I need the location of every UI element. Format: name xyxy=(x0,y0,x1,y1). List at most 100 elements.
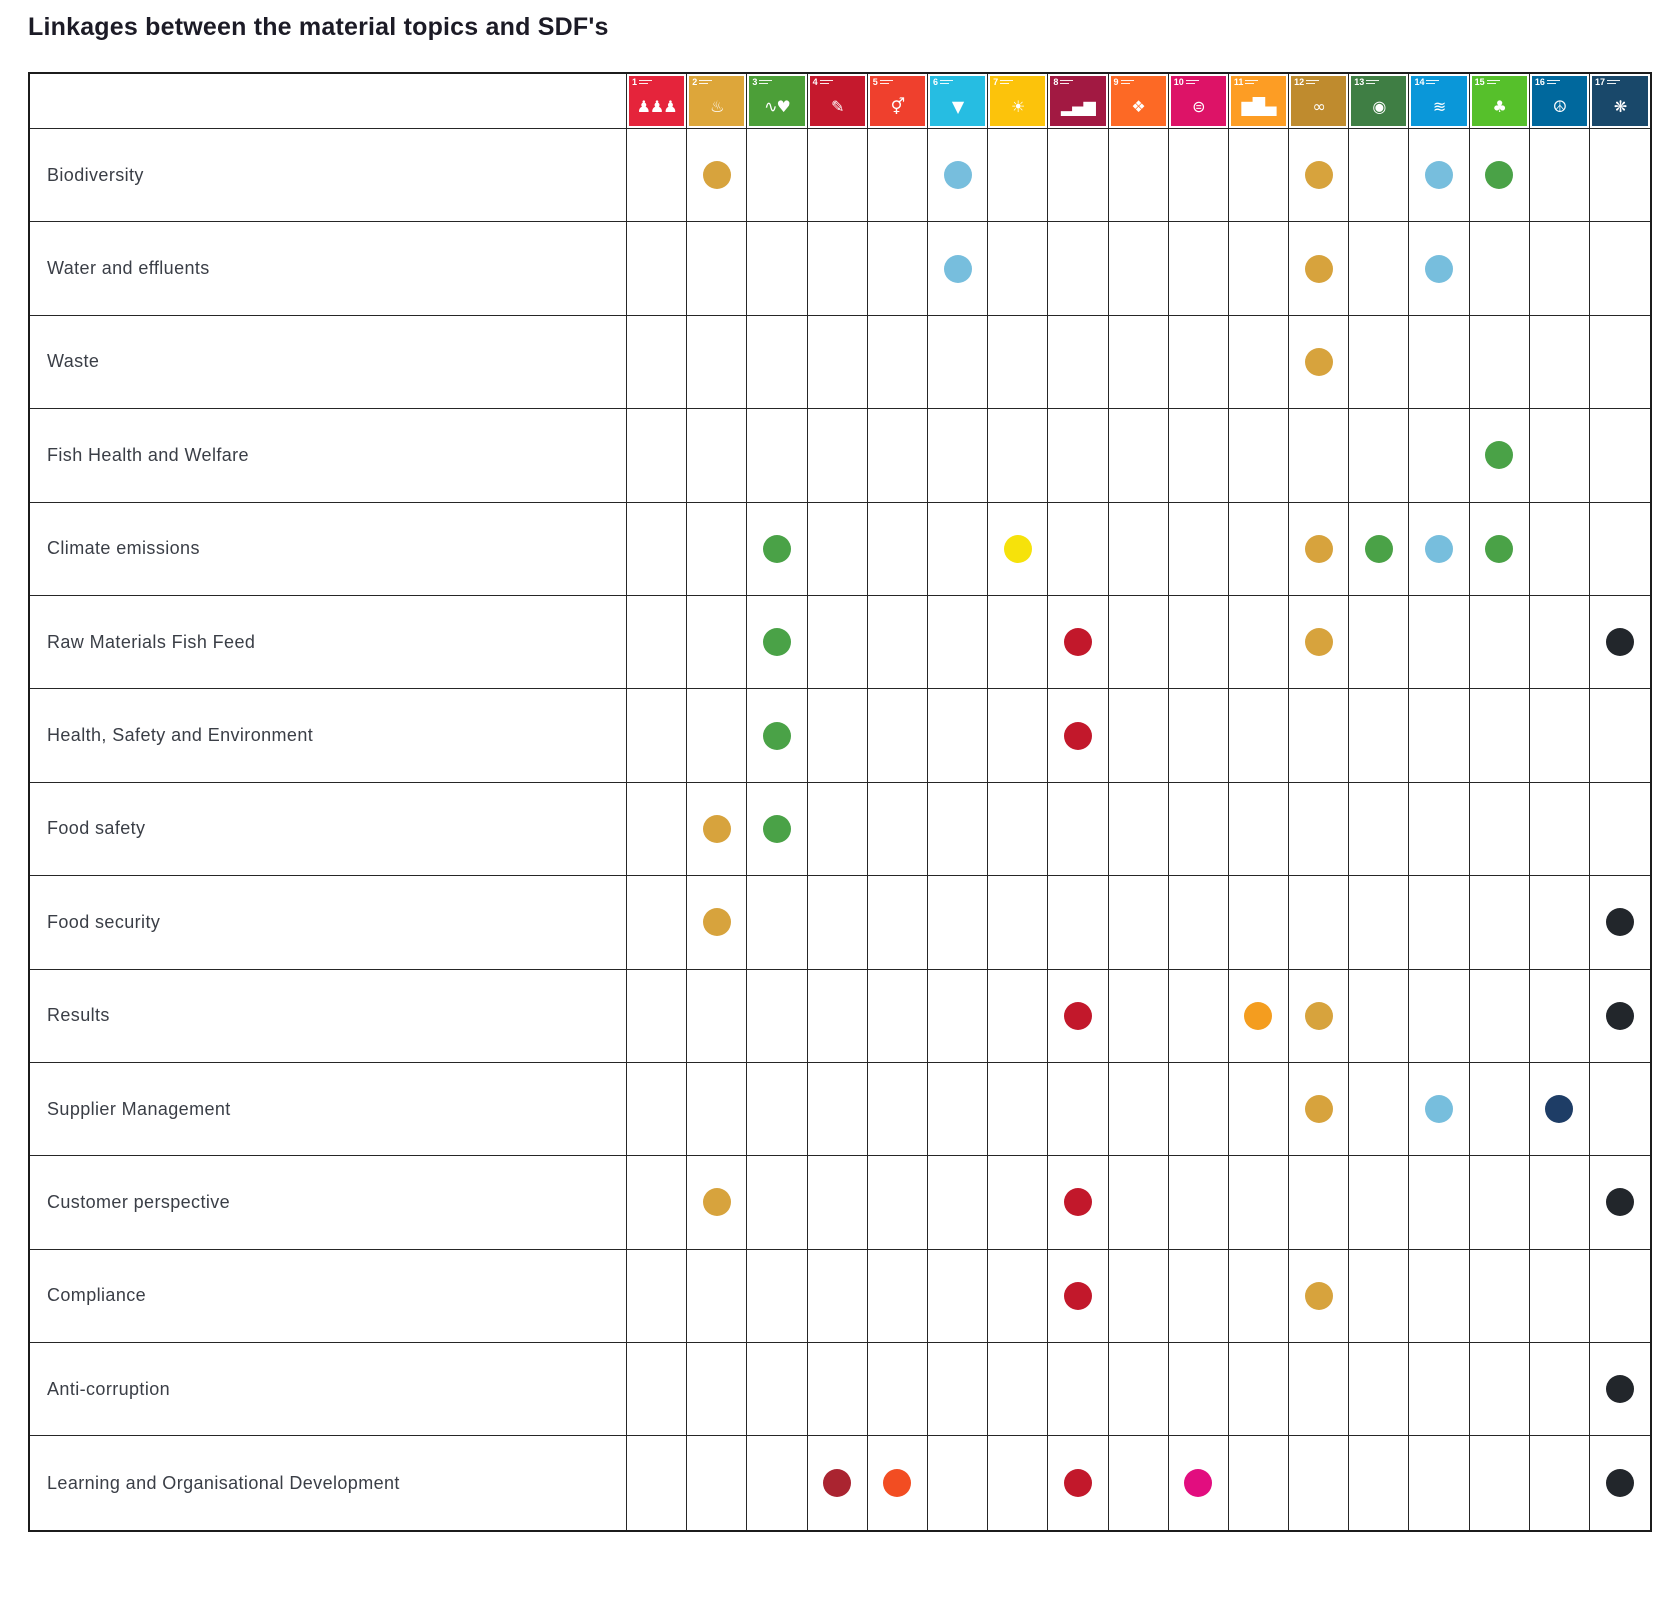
cell-anti-corruption-sdg-17 xyxy=(1590,1343,1651,1437)
cell-climate-emissions-sdg-2 xyxy=(687,502,748,596)
cell-food-safety-sdg-15 xyxy=(1469,782,1530,877)
cell-supplier-management-sdg-2 xyxy=(687,1062,748,1157)
linkage-dot-sdg-12 xyxy=(1304,254,1333,283)
cell-food-safety-sdg-3 xyxy=(747,782,808,877)
cell-raw-materials-fish-feed-sdg-16 xyxy=(1529,595,1590,690)
cell-customer-perspective-sdg-6 xyxy=(927,1156,989,1250)
linkage-dot-sdg-7 xyxy=(1003,534,1032,563)
sdg-title-text-lines xyxy=(938,78,953,84)
cell-compliance-sdg-8 xyxy=(1048,1249,1109,1344)
cell-learning-and-organisational-development-sdg-14 xyxy=(1409,1436,1470,1530)
cell-waste-sdg-2 xyxy=(687,315,748,410)
cell-climate-emissions-sdg-5 xyxy=(867,502,928,596)
row-label-cell: Compliance xyxy=(30,1249,627,1344)
corner-cell xyxy=(30,74,627,129)
linkage-dot-sdg-12 xyxy=(1304,347,1333,376)
cell-climate-emissions-sdg-16 xyxy=(1529,502,1590,596)
sdg-tile-header: 5 xyxy=(870,76,925,91)
sdg-tile-header: 2 xyxy=(689,76,744,91)
life-below-water-pictogram-icon: ≋ xyxy=(1432,97,1446,116)
sdg-tile-header: 12 xyxy=(1291,76,1346,91)
cell-biodiversity-sdg-1 xyxy=(627,129,688,223)
cell-anti-corruption-sdg-11 xyxy=(1228,1343,1290,1437)
cell-learning-and-organisational-development-sdg-16 xyxy=(1530,1436,1590,1530)
sdg-title-text-lines xyxy=(1119,78,1134,84)
cell-compliance-sdg-14 xyxy=(1409,1249,1470,1344)
cell-supplier-management-sdg-10 xyxy=(1168,1062,1229,1157)
cell-water-and-effluents-sdg-13 xyxy=(1349,222,1410,316)
cell-compliance-sdg-9 xyxy=(1108,1249,1169,1344)
cell-customer-perspective-sdg-11 xyxy=(1228,1156,1290,1250)
sdg-number: 12 xyxy=(1294,77,1305,87)
cell-waste-sdg-7 xyxy=(988,315,1049,410)
sdg-14-life-below-water-icon: 14 ≋ xyxy=(1411,76,1467,126)
linkage-dot-sdg-15 xyxy=(1485,441,1514,470)
material-topic-label: Results xyxy=(47,1005,110,1026)
cell-climate-emissions-sdg-6 xyxy=(927,502,989,596)
no-poverty-pictogram-icon: ♟♟♟ xyxy=(636,97,678,116)
cell-supplier-management-sdg-14 xyxy=(1409,1062,1470,1157)
sdg-13-climate-action-icon: 13 ◉ xyxy=(1351,76,1407,126)
affordable-clean-energy-pictogram-icon: ☀ xyxy=(1011,97,1025,116)
sdg-5-gender-equality-icon: 5 ⚥ xyxy=(869,76,925,126)
material-topic-label: Water and effluents xyxy=(47,258,210,279)
cell-waste-sdg-13 xyxy=(1349,315,1410,410)
linkage-dot-sdg-3 xyxy=(762,534,791,563)
cell-food-security-sdg-9 xyxy=(1108,876,1169,970)
cell-learning-and-organisational-development-sdg-8 xyxy=(1048,1436,1109,1530)
cell-food-safety-sdg-5 xyxy=(867,782,928,877)
cell-raw-materials-fish-feed-sdg-12 xyxy=(1289,595,1350,690)
sdg-title-text-lines xyxy=(1364,78,1380,84)
sdg-10-header-cell: 10 ⊜ xyxy=(1168,74,1229,129)
linkage-dot-sdg-15 xyxy=(1485,534,1514,563)
sdg-title-text-lines xyxy=(1605,78,1621,84)
linkage-dot-sdg-17 xyxy=(1606,1375,1635,1404)
cell-customer-perspective-sdg-9 xyxy=(1108,1156,1169,1250)
cell-anti-corruption-sdg-8 xyxy=(1048,1343,1109,1437)
cell-health-safety-and-environment-sdg-16 xyxy=(1529,689,1590,783)
sdg-number: 13 xyxy=(1354,77,1365,87)
sdg-title-text-lines xyxy=(1545,78,1560,84)
sdg-title-text-lines xyxy=(1485,78,1500,84)
sdg-number: 1 xyxy=(632,77,638,87)
cell-waste-sdg-12 xyxy=(1289,315,1350,410)
cell-food-safety-sdg-16 xyxy=(1529,782,1590,877)
sdg-tile-header: 14 xyxy=(1411,76,1466,91)
sdg-7-affordable-clean-energy-icon: 7 ☀ xyxy=(990,76,1046,126)
cell-fish-health-and-welfare-sdg-6 xyxy=(927,409,989,503)
cell-biodiversity-sdg-3 xyxy=(747,129,808,223)
cell-results-sdg-14 xyxy=(1409,969,1470,1063)
cell-compliance-sdg-17 xyxy=(1590,1250,1651,1344)
sdg-number: 10 xyxy=(1173,77,1184,87)
sdg-5-header-cell: 5 ⚥ xyxy=(867,74,928,129)
cell-biodiversity-sdg-5 xyxy=(867,129,928,223)
sdg-tile-header: 4 xyxy=(810,76,865,91)
cell-supplier-management-sdg-5 xyxy=(867,1062,928,1157)
cell-learning-and-organisational-development-sdg-4 xyxy=(808,1436,868,1530)
cell-food-security-sdg-13 xyxy=(1349,876,1410,970)
material-topic-label: Raw Materials Fish Feed xyxy=(47,631,256,652)
linkage-dot-sdg-17 xyxy=(1606,1469,1635,1498)
sdg-title-text-lines xyxy=(998,78,1014,84)
sdg-title-text-lines xyxy=(697,78,713,84)
sdg-13-header-cell: 13 ◉ xyxy=(1349,74,1410,129)
cell-biodiversity-sdg-12 xyxy=(1289,129,1350,223)
cell-food-security-sdg-14 xyxy=(1409,876,1470,970)
sdg-9-industry-innovation-icon: 9 ❖ xyxy=(1110,76,1166,126)
cell-supplier-management-sdg-4 xyxy=(807,1062,868,1157)
cell-raw-materials-fish-feed-sdg-3 xyxy=(747,595,808,690)
linkage-dot-sdg-4 xyxy=(823,1469,852,1498)
cell-compliance-sdg-13 xyxy=(1349,1249,1410,1344)
cell-supplier-management-sdg-13 xyxy=(1349,1062,1410,1157)
good-health-and-wellbeing-pictogram-icon: ∿♥ xyxy=(764,97,791,116)
cell-results-sdg-9 xyxy=(1108,969,1169,1063)
cell-food-safety-sdg-8 xyxy=(1048,782,1109,877)
material-topic-label: Supplier Management xyxy=(47,1098,231,1119)
life-on-land-pictogram-icon: ♣ xyxy=(1492,97,1507,116)
cell-health-safety-and-environment-sdg-9 xyxy=(1108,689,1169,783)
row-label-cell: Supplier Management xyxy=(30,1062,627,1157)
cell-fish-health-and-welfare-sdg-1 xyxy=(627,409,688,503)
sdg-17-header-cell: 17 ❋ xyxy=(1590,74,1651,129)
row-label-cell: Water and effluents xyxy=(30,222,627,316)
cell-results-sdg-10 xyxy=(1168,969,1229,1063)
